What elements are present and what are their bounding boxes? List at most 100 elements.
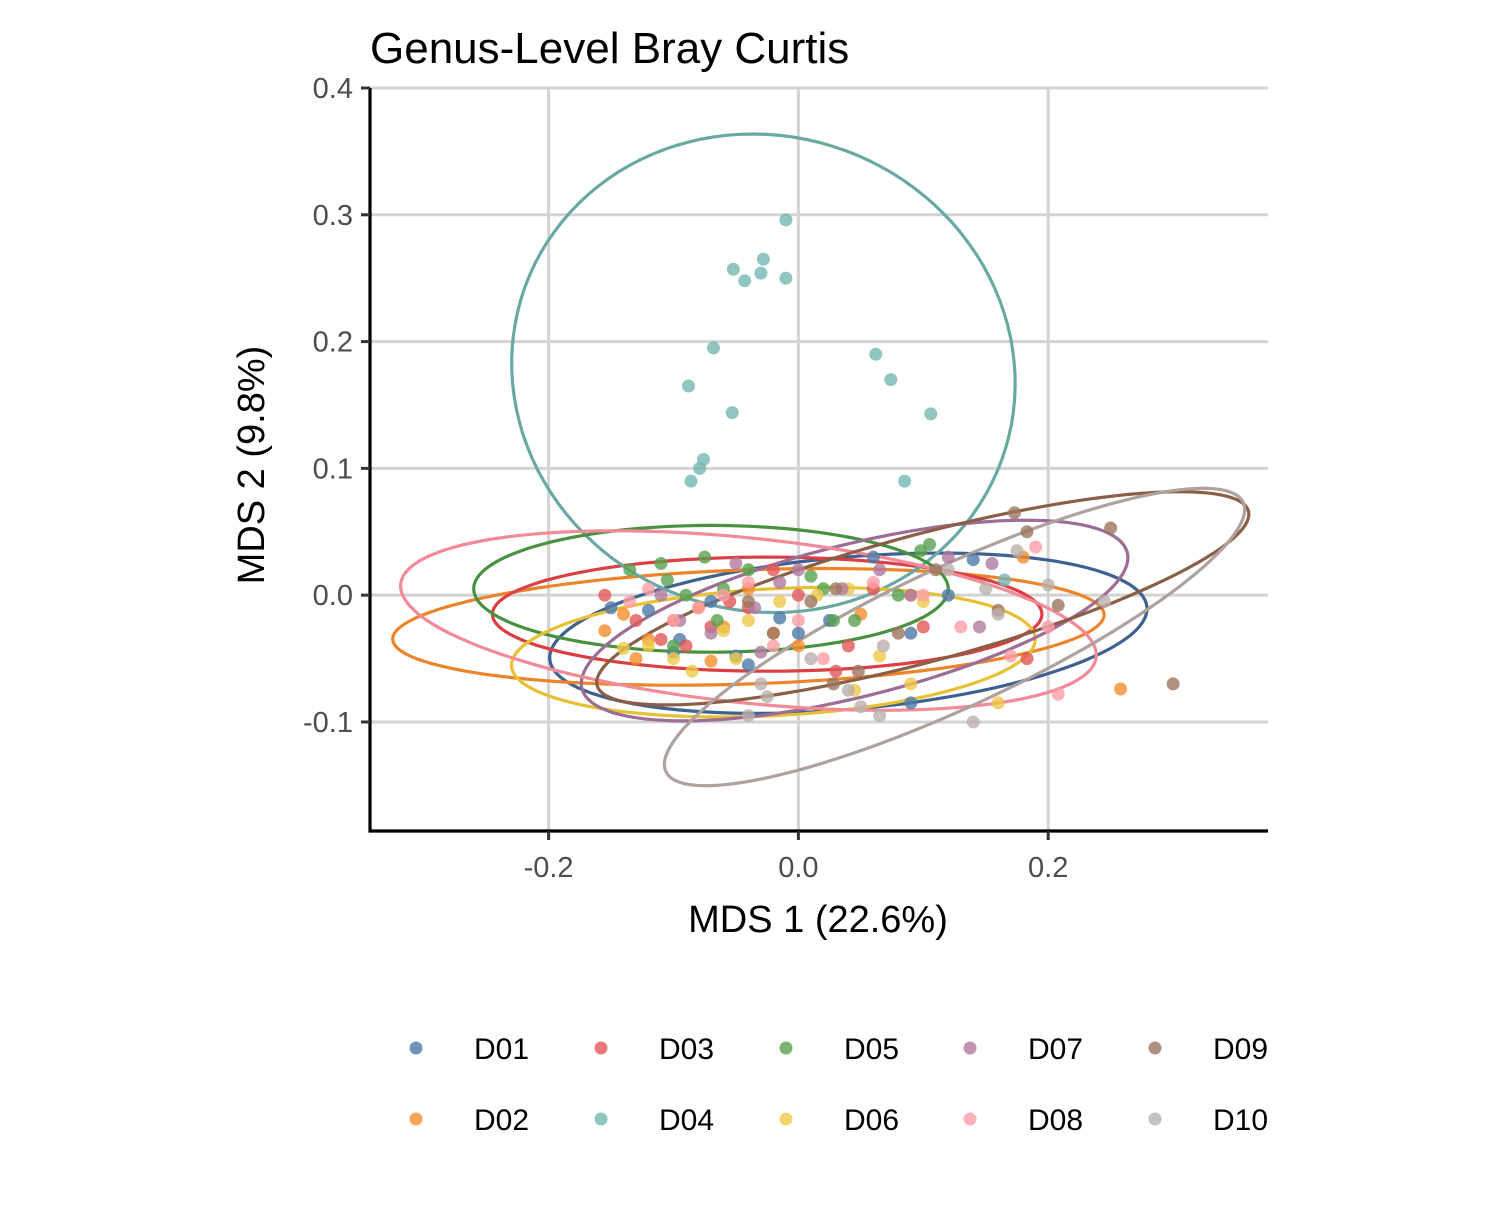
x-tick-label: 0.0 — [778, 852, 818, 884]
x-tick-label: 0.2 — [1028, 852, 1068, 884]
point-d05 — [654, 557, 668, 570]
point-d03 — [841, 639, 855, 653]
point-d06 — [741, 614, 755, 627]
y-tick-label: 0.3 — [313, 200, 353, 232]
point-d03 — [654, 633, 668, 646]
legend-key-d08 — [963, 1112, 977, 1126]
point-d10 — [873, 709, 887, 723]
point-d06 — [904, 677, 918, 691]
point-d10 — [804, 652, 818, 666]
point-d06 — [642, 639, 655, 653]
point-d08 — [692, 601, 705, 615]
point-d04 — [884, 373, 898, 387]
point-d05 — [891, 588, 905, 602]
point-d08 — [1051, 687, 1065, 701]
point-d04 — [693, 461, 707, 475]
legend-label-d02: D02 — [474, 1104, 529, 1137]
legend-item-d04: D04 — [594, 1104, 714, 1137]
point-d01 — [966, 553, 980, 567]
point-d09 — [1020, 525, 1034, 539]
point-d08 — [766, 639, 780, 653]
point-d07 — [729, 557, 743, 570]
point-d04 — [998, 573, 1011, 587]
point-d04 — [898, 474, 912, 488]
point-d08 — [623, 595, 637, 608]
point-d03 — [791, 588, 805, 602]
point-d05 — [826, 614, 840, 627]
y-tick-label: 0.1 — [313, 453, 353, 485]
ellipse-d09 — [594, 490, 1251, 707]
point-d08 — [717, 588, 730, 602]
point-d02 — [791, 639, 805, 653]
y-tick-label: 0.0 — [313, 580, 353, 612]
ellipse-d01 — [548, 551, 1149, 716]
point-d01 — [741, 658, 755, 672]
point-d05 — [660, 573, 674, 587]
legend-key-d02 — [409, 1112, 423, 1126]
point-d01 — [604, 601, 618, 615]
point-d10 — [854, 700, 868, 714]
point-d05 — [741, 563, 755, 577]
point-d09 — [766, 626, 780, 640]
point-d02 — [598, 624, 612, 638]
ellipse-d02 — [391, 566, 1106, 687]
point-d07 — [704, 626, 718, 640]
point-d10 — [966, 715, 980, 729]
point-d10 — [979, 582, 993, 596]
legend-item-d10: D10 — [1148, 1104, 1268, 1137]
point-d04 — [756, 252, 770, 266]
point-d10 — [754, 677, 768, 691]
point-d10 — [1097, 595, 1111, 608]
point-d08 — [866, 576, 880, 589]
point-d04 — [726, 262, 740, 276]
point-d10 — [741, 709, 755, 723]
point-d04 — [707, 341, 720, 355]
point-d07 — [791, 563, 805, 577]
point-d05 — [923, 538, 936, 551]
point-d01 — [941, 588, 955, 602]
ellipse-d10 — [662, 486, 1247, 788]
point-d09 — [829, 582, 843, 596]
point-d03 — [1020, 652, 1034, 666]
point-d05 — [623, 563, 637, 577]
legend-key-d05 — [779, 1041, 793, 1055]
point-d03 — [598, 588, 612, 602]
point-d01 — [704, 595, 718, 608]
point-d06 — [773, 595, 787, 608]
point-d10 — [941, 563, 955, 577]
point-d07 — [654, 588, 668, 602]
point-d03 — [629, 614, 643, 627]
point-d09 — [741, 595, 755, 608]
point-d09 — [891, 626, 905, 640]
point-d04 — [924, 407, 938, 421]
point-d05 — [848, 614, 862, 627]
legend-key-d09 — [1148, 1041, 1162, 1055]
point-d06 — [873, 649, 887, 663]
legend-key-d10 — [1148, 1112, 1162, 1126]
legend-label-d06: D06 — [844, 1104, 899, 1137]
legend-item-d02: D02 — [409, 1104, 529, 1137]
point-d04 — [725, 406, 739, 420]
point-d01 — [904, 696, 918, 710]
axes: -0.2 0.0 0.2 -0.1 0.0 0.1 0.2 0.3 0.4 — [303, 73, 1268, 884]
point-d09 — [804, 595, 818, 608]
y-axis-title: MDS 2 (9.8%) — [231, 346, 273, 585]
point-d10 — [841, 683, 855, 697]
legend-key-d06 — [779, 1112, 793, 1126]
point-d05 — [667, 639, 680, 653]
point-d07 — [873, 563, 887, 577]
point-d07 — [773, 576, 787, 589]
legend-key-d07 — [963, 1041, 977, 1055]
legend-label-d01: D01 — [474, 1033, 529, 1066]
y-tick-label: 0.2 — [313, 327, 353, 359]
point-d10 — [1010, 544, 1024, 558]
legend-item-d08: D08 — [963, 1104, 1083, 1137]
point-d04 — [682, 379, 695, 393]
point-d04 — [754, 266, 768, 280]
point-d10 — [1041, 578, 1055, 592]
point-d06 — [991, 696, 1005, 710]
point-d03 — [766, 563, 780, 577]
x-axis-title: MDS 1 (22.6%) — [688, 899, 948, 941]
